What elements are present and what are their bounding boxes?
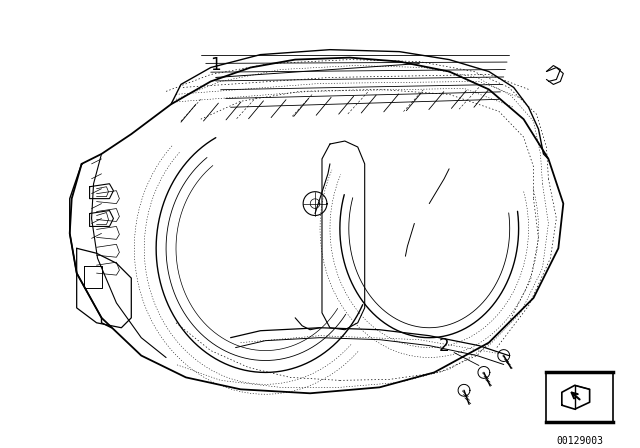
Text: 2: 2 <box>439 336 449 355</box>
Text: 1: 1 <box>211 56 221 73</box>
Text: 00129003: 00129003 <box>556 436 604 446</box>
